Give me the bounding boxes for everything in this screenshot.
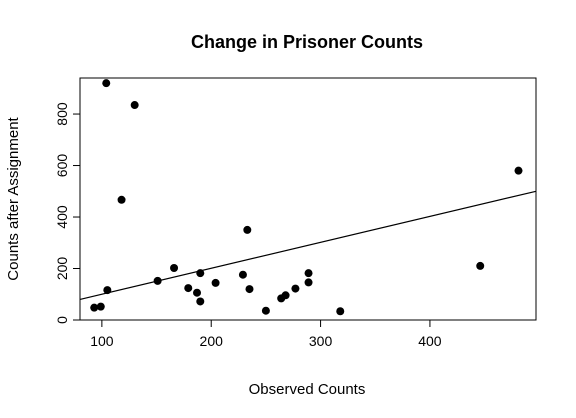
data-point: [196, 297, 205, 306]
data-point: [117, 195, 126, 204]
data-point: [211, 278, 220, 287]
data-point: [243, 225, 252, 234]
y-tick-label: 800: [54, 102, 70, 126]
x-tick-label: 200: [200, 333, 224, 349]
data-point: [170, 263, 179, 272]
data-point: [196, 269, 205, 278]
data-point: [304, 269, 313, 278]
data-point: [514, 166, 523, 175]
x-axis: 100 200 300 400: [90, 319, 442, 349]
y-axis: 0 200 400 600 800: [54, 102, 81, 324]
data-point: [103, 286, 112, 295]
data-point: [476, 261, 485, 270]
data-point: [102, 79, 111, 88]
points-group: [90, 79, 523, 316]
data-point: [184, 284, 193, 293]
data-point: [193, 288, 202, 297]
data-point: [336, 307, 345, 316]
data-point: [245, 285, 254, 294]
y-tick-label: 0: [54, 316, 70, 324]
x-axis-label: Observed Counts: [249, 381, 366, 398]
data-point: [304, 278, 313, 287]
x-tick-label: 100: [90, 333, 114, 349]
data-point: [96, 302, 105, 311]
y-tick-label: 200: [54, 257, 70, 281]
data-point: [153, 276, 162, 285]
data-point: [261, 306, 270, 315]
data-point: [130, 101, 139, 110]
y-tick-label: 600: [54, 154, 70, 178]
x-tick-label: 400: [418, 333, 442, 349]
data-point: [238, 270, 247, 279]
x-tick-label: 300: [309, 333, 333, 349]
y-axis-label: Counts after Assignment: [5, 116, 22, 280]
y-tick-label: 400: [54, 205, 70, 229]
data-point: [90, 303, 99, 312]
data-point: [281, 291, 290, 300]
data-point: [291, 284, 300, 293]
chart-title: Change in Prisoner Counts: [191, 32, 423, 52]
